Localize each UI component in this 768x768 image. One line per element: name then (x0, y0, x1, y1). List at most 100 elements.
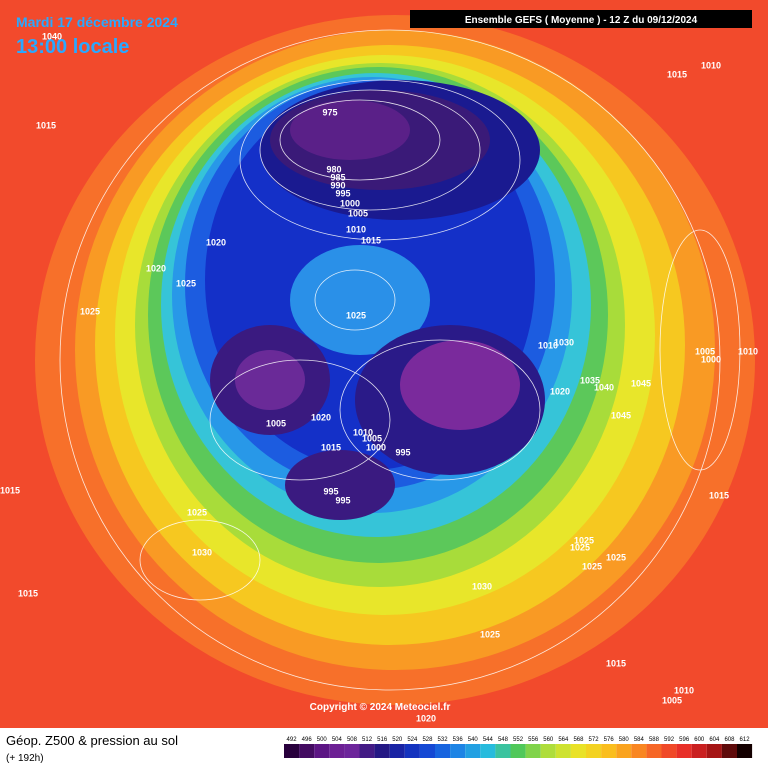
scale-label: 576 (604, 737, 615, 743)
isobar-label: 1015 (0, 485, 20, 495)
isobar-label: 1025 (187, 507, 207, 517)
isobar-label: 995 (335, 495, 350, 505)
isobar-label: 1015 (667, 69, 687, 79)
scale-swatch (404, 744, 420, 758)
isobar-label: 1025 (80, 306, 100, 316)
scale-label: 528 (422, 737, 433, 743)
isobar-label: 990 (330, 180, 345, 190)
scale-swatch (570, 744, 586, 758)
isobar-label: 975 (322, 107, 337, 117)
isobar-label: 1005 (362, 433, 382, 443)
isobar-label: 1030 (554, 337, 574, 347)
isobar-label: 1030 (192, 547, 212, 557)
scale-swatch (510, 744, 526, 758)
color-scale: 492 496 500 504 508 512 516 520 524 528 532 536 540 5… (284, 737, 753, 758)
scale-label: 500 (317, 737, 328, 743)
scale-swatch (676, 744, 692, 758)
scale-swatch (555, 744, 571, 758)
isobar-label: 1010 (701, 60, 721, 70)
isobar-label: 1010 (538, 340, 558, 350)
isobar-label: 1000 (340, 198, 360, 208)
scale-label: 516 (377, 737, 388, 743)
scale-swatch (450, 744, 466, 758)
z500-field (35, 15, 755, 705)
isobar-label: 1000 (366, 442, 386, 452)
run: Ensemble GEFS ( Moyenne ) - 12 Z du 09/1… (465, 15, 698, 26)
scale-label: 524 (407, 737, 418, 743)
isobar-label: 1010 (738, 346, 758, 356)
scale-swatch (601, 744, 617, 758)
scale-label: 492 (287, 737, 298, 743)
scale-swatch (284, 744, 300, 758)
isobar-label: 1015 (18, 588, 38, 598)
legend-title: Géop. Z500 & pression au sol (6, 733, 178, 748)
scale-label: 496 (302, 737, 313, 743)
isobar-label: 1020 (206, 237, 226, 247)
isobar-lines (59, 29, 741, 691)
scale-label: 520 (392, 737, 403, 743)
scale-swatch (737, 744, 753, 758)
isobar-label: 1025 (574, 535, 594, 545)
date: Mardi 17 décembre 2024 (16, 14, 178, 30)
scale-label: 512 (362, 737, 373, 743)
isobar-label: 1025 (346, 310, 366, 320)
scale-label: 544 (483, 737, 494, 743)
lead-time: (+ 192h) (6, 753, 44, 764)
isobar-label: 995 (323, 486, 338, 496)
isobar-label: 1040 (42, 31, 62, 41)
isobar-label: 1025 (606, 552, 626, 562)
scale-swatch (419, 744, 435, 758)
scale-label: 552 (513, 737, 524, 743)
scale-label: 532 (438, 737, 449, 743)
scale-label: 596 (679, 737, 690, 743)
scale-label: 608 (724, 737, 735, 743)
isobar-label: 1020 (146, 263, 166, 273)
isobar-label: 1005 (348, 208, 368, 218)
scale-label: 580 (619, 737, 630, 743)
scale-swatch (465, 744, 481, 758)
isobar-label: 1025 (570, 542, 590, 552)
isobar-label: 1005 (266, 418, 286, 428)
isobar-label: 1005 (695, 346, 715, 356)
isobar-label: 1015 (709, 490, 729, 500)
scale-label: 540 (468, 737, 479, 743)
scale-label: 568 (573, 737, 584, 743)
scale-label: 508 (347, 737, 358, 743)
isobar-label: 1015 (36, 120, 56, 130)
scale-swatch (389, 744, 405, 758)
scale-label: 564 (558, 737, 569, 743)
scale-swatch (435, 744, 451, 758)
time: 13:00 locale (16, 36, 129, 58)
isobar-label: 980 (326, 164, 341, 174)
scale-swatch (721, 744, 737, 758)
isobar-label: 1020 (550, 386, 570, 396)
scale-label: 592 (664, 737, 675, 743)
scale-swatch (540, 744, 556, 758)
scale-label: 556 (528, 737, 539, 743)
isobar-label: 1025 (582, 561, 602, 571)
isobar-label: 1000 (701, 354, 721, 364)
isobar-label: 985 (330, 172, 345, 182)
scale-label: 536 (453, 737, 464, 743)
isobar-label: 1045 (611, 410, 631, 420)
copyright: Copyright © 2024 Meteociel.fr (310, 702, 451, 713)
isobar-label: 1025 (480, 629, 500, 639)
run-bar (410, 10, 752, 28)
isobar-label: 1030 (472, 581, 492, 591)
scale-swatch (631, 744, 647, 758)
scale-swatch (525, 744, 541, 758)
isobar-label: 1005 (662, 695, 682, 705)
scale-label: 548 (498, 737, 509, 743)
isobar-label: 1020 (311, 412, 331, 422)
scale-swatch (586, 744, 602, 758)
isobar-label: 1040 (594, 382, 614, 392)
isobar-label: 1010 (674, 685, 694, 695)
isobar-label: 1015 (361, 235, 381, 245)
scale-swatch (344, 744, 360, 758)
scale-swatch (646, 744, 662, 758)
scale-swatch (706, 744, 722, 758)
scale-swatch (359, 744, 375, 758)
isobar-label: 1010 (353, 427, 373, 437)
